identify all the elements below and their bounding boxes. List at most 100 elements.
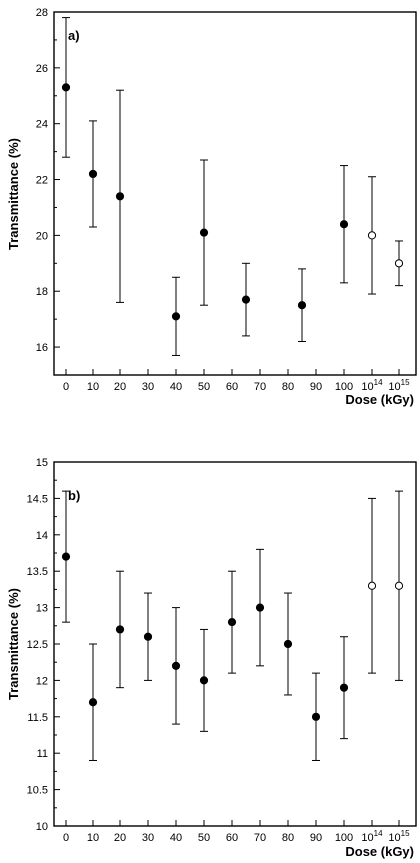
x-tick-label: 10 — [87, 381, 99, 393]
x-tick-label: 100 — [335, 381, 353, 393]
y-tick-label: 13 — [36, 603, 48, 615]
x-tick-label: 0 — [63, 381, 69, 393]
x-tick-label: 50 — [198, 832, 210, 844]
marker-filled — [283, 639, 293, 649]
x-tick-label: 30 — [142, 381, 154, 393]
y-tick-label: 14.5 — [27, 493, 48, 505]
data-point — [241, 262, 251, 337]
marker-filled — [297, 301, 307, 310]
plot-frame-a — [53, 11, 417, 376]
x-tick-label: 100 — [335, 832, 353, 844]
data-point — [339, 636, 349, 740]
x-tick-label: 1015 — [388, 378, 410, 393]
y-tick-label: 28 — [36, 7, 48, 19]
x-tick-label: 60 — [226, 832, 238, 844]
x-tick-label: 30 — [142, 832, 154, 844]
x-tick-label: 90 — [310, 381, 322, 393]
y-axis-title-a: Transmittance (%) — [6, 138, 21, 250]
x-ticks-b: 0 10 20 30 40 50 60 70 80 90 100 1014 1015 — [63, 820, 410, 844]
marker-filled — [115, 625, 125, 634]
panel-label-a: a) — [68, 28, 80, 43]
marker-filled — [311, 712, 321, 721]
y-tick-label: 14 — [36, 530, 48, 542]
x-tick-label: 1015 — [388, 829, 410, 844]
plot-frame-b — [53, 461, 417, 827]
data-point — [394, 490, 404, 681]
data-point — [171, 276, 181, 356]
y-tick-label: 26 — [36, 63, 48, 75]
marker-filled — [115, 192, 125, 201]
x-tick-label: 20 — [114, 832, 126, 844]
marker-filled — [61, 552, 71, 561]
y-tick-label: 11 — [37, 748, 48, 760]
data-point — [367, 176, 377, 295]
x-tick-label: 0 — [63, 832, 69, 844]
marker-filled — [339, 220, 349, 229]
marker-filled — [88, 698, 98, 707]
marker-filled — [339, 683, 349, 692]
data-point — [171, 607, 181, 725]
panel-b: b) Transmittance (%) Dose (kGy) 10 10.5 11… — [6, 457, 417, 859]
x-tick-label: 40 — [170, 832, 182, 844]
marker-open — [394, 581, 404, 590]
data-point — [88, 643, 98, 761]
x-tick-label: 20 — [114, 381, 126, 393]
data-point — [394, 240, 404, 287]
y-tick-label: 15 — [36, 457, 48, 469]
marker-filled — [61, 83, 71, 92]
y-tick-label: 10.5 — [27, 785, 48, 797]
data-point — [143, 592, 153, 681]
y-tick-label: 10 — [36, 821, 48, 833]
marker-filled — [199, 676, 209, 685]
x-tick-label: 80 — [282, 832, 294, 844]
data-point — [339, 165, 349, 284]
marker-filled — [199, 228, 209, 237]
y-tick-label: 11.5 — [27, 712, 48, 724]
x-tick-label: 70 — [254, 381, 266, 393]
data-points-b — [61, 490, 404, 761]
x-tick-label: 40 — [170, 381, 182, 393]
x-tick-label: 80 — [282, 381, 294, 393]
marker-open — [367, 581, 377, 590]
data-point — [61, 17, 71, 158]
x-tick-label: 70 — [254, 832, 266, 844]
panel-a: a) Transmittance (%) Dose (kGy) 16 18 20 22… — [6, 7, 417, 407]
y-tick-label: 12.5 — [27, 639, 48, 651]
data-points-a — [61, 17, 404, 356]
x-axis-title-b: Dose (kGy) — [345, 844, 414, 859]
data-point — [199, 159, 209, 306]
x-tick-label: 90 — [310, 832, 322, 844]
marker-filled — [143, 632, 153, 641]
data-point — [88, 120, 98, 228]
x-tick-label: 10 — [87, 832, 99, 844]
marker-open — [394, 259, 404, 268]
data-point — [115, 89, 125, 303]
marker-filled — [171, 661, 181, 670]
y-axis-title-b: Transmittance (%) — [6, 588, 21, 700]
y-ticks-b: 10 10.5 11 11.5 12 12.5 13 13.5 14 14.5 15 — [27, 457, 60, 833]
marker-filled — [241, 295, 251, 304]
data-point — [199, 628, 209, 732]
y-tick-label: 12 — [36, 675, 48, 687]
y-tick-label: 16 — [36, 342, 48, 354]
x-ticks-a: 0 10 20 30 40 50 60 70 80 90 100 1014 1015 — [63, 369, 410, 393]
marker-filled — [227, 618, 237, 627]
data-point — [227, 570, 237, 674]
marker-open — [367, 231, 377, 240]
marker-filled — [255, 603, 265, 612]
y-tick-label: 24 — [36, 119, 48, 131]
x-tick-label: 1014 — [361, 378, 383, 393]
marker-filled — [171, 312, 181, 321]
data-point — [115, 570, 125, 689]
y-tick-label: 20 — [36, 230, 48, 242]
panel-label-b: b) — [68, 488, 80, 503]
x-tick-label: 50 — [198, 381, 210, 393]
y-tick-label: 18 — [36, 286, 48, 298]
data-point — [297, 268, 307, 342]
y-ticks-a: 16 18 20 22 24 26 28 — [36, 7, 60, 354]
data-point — [311, 672, 321, 761]
data-point — [61, 490, 71, 623]
data-point — [367, 497, 377, 674]
x-axis-title-a: Dose (kGy) — [345, 392, 414, 407]
